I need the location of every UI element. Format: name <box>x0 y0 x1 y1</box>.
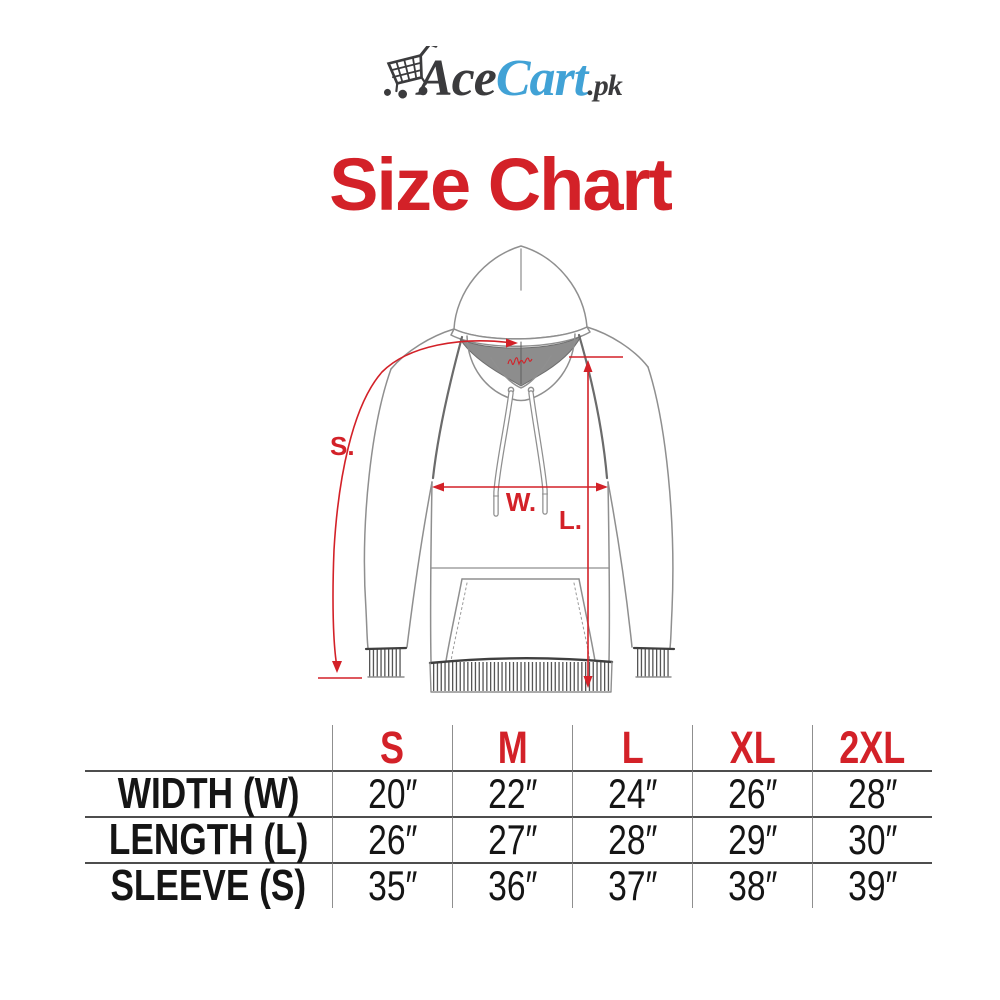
sleeve-2xl-value: 39″ <box>812 862 932 909</box>
measurement-annotations <box>318 338 623 688</box>
width-label: W. <box>506 487 536 517</box>
header-label: L <box>621 721 644 773</box>
sleeve-m-value: 36″ <box>452 862 572 909</box>
arrowhead <box>506 338 518 348</box>
sleeve-s-value: 35″ <box>332 862 452 909</box>
width-s-value: 20″ <box>332 770 452 817</box>
sleeve-xl-value: 38″ <box>692 862 812 909</box>
brand-accent: Cart <box>495 50 588 107</box>
arrowhead <box>596 482 608 492</box>
header-label: XL <box>729 721 776 773</box>
table-corner-cell <box>85 725 332 770</box>
brand-logo: AceCart.pk <box>378 44 658 118</box>
length-l-value: 28″ <box>572 816 692 863</box>
brand-text: AceCart.pk <box>418 48 623 117</box>
collar-brand-mark <box>507 357 533 366</box>
row-label-text: LENGTH (L) <box>108 815 309 864</box>
hoodie-illustration: S. W. L. <box>318 245 676 693</box>
width-l-value: 24″ <box>572 770 692 817</box>
length-s-value: 26″ <box>332 816 452 863</box>
row-label-width: WIDTH (W) <box>85 769 332 818</box>
cell-value: 26″ <box>727 770 778 817</box>
brand-prefix: Ace <box>418 50 497 107</box>
hoodie-outline <box>363 245 676 693</box>
cell-value: 24″ <box>607 770 658 817</box>
row-label-text: WIDTH (W) <box>117 769 300 818</box>
header-label: S <box>380 721 405 773</box>
cell-value: 27″ <box>487 816 538 863</box>
sleeve-l-value: 37″ <box>572 862 692 909</box>
arrowhead <box>583 676 593 688</box>
size-column-header-2xl: 2XL <box>812 722 932 773</box>
kangaroo-pocket <box>445 578 596 662</box>
cell-value: 20″ <box>367 770 418 817</box>
cell-value: 38″ <box>727 862 778 909</box>
length-m-value: 27″ <box>452 816 572 863</box>
arrowhead <box>583 360 593 372</box>
ribbed-cuff-right <box>632 646 676 678</box>
cell-value: 39″ <box>847 862 898 909</box>
cell-value: 22″ <box>487 770 538 817</box>
width-xl-value: 26″ <box>692 770 812 817</box>
size-column-header-s: S <box>332 722 452 773</box>
cell-value: 28″ <box>847 770 898 817</box>
measure-labels: S. W. L. <box>330 431 582 535</box>
size-column-header-l: L <box>572 722 692 773</box>
row-label-text: SLEEVE (S) <box>110 861 307 910</box>
sleeve-label: S. <box>330 431 355 461</box>
length-label: L. <box>559 505 582 535</box>
row-label-sleeve: SLEEVE (S) <box>85 861 332 910</box>
cell-value: 30″ <box>847 816 898 863</box>
width-2xl-value: 28″ <box>812 770 932 817</box>
cell-value: 37″ <box>607 862 658 909</box>
header-label: M <box>497 721 528 773</box>
cell-value: 36″ <box>487 862 538 909</box>
brand-suffix: .pk <box>587 69 622 102</box>
cell-value: 29″ <box>727 816 778 863</box>
header-label: 2XL <box>839 721 906 773</box>
size-column-header-m: M <box>452 722 572 773</box>
arrowhead <box>332 661 342 673</box>
ribbed-cuff-left <box>364 646 408 678</box>
size-column-header-xl: XL <box>692 722 812 773</box>
page-title: Size Chart <box>329 143 673 226</box>
cell-value: 26″ <box>367 816 418 863</box>
ribbed-hem <box>428 657 614 693</box>
width-m-value: 22″ <box>452 770 572 817</box>
cell-value: 28″ <box>607 816 658 863</box>
length-2xl-value: 30″ <box>812 816 932 863</box>
row-label-length: LENGTH (L) <box>85 815 332 864</box>
sleeve-measure-line <box>332 340 514 668</box>
drawstrings <box>493 390 548 517</box>
shopping-cart-icon <box>383 46 438 99</box>
arrowhead <box>432 482 444 492</box>
length-xl-value: 29″ <box>692 816 812 863</box>
size-chart-table: S M L XL 2XL WIDTH (W) 20″ 22″ 24″ 26″ 2… <box>85 722 932 910</box>
cell-value: 35″ <box>367 862 418 909</box>
